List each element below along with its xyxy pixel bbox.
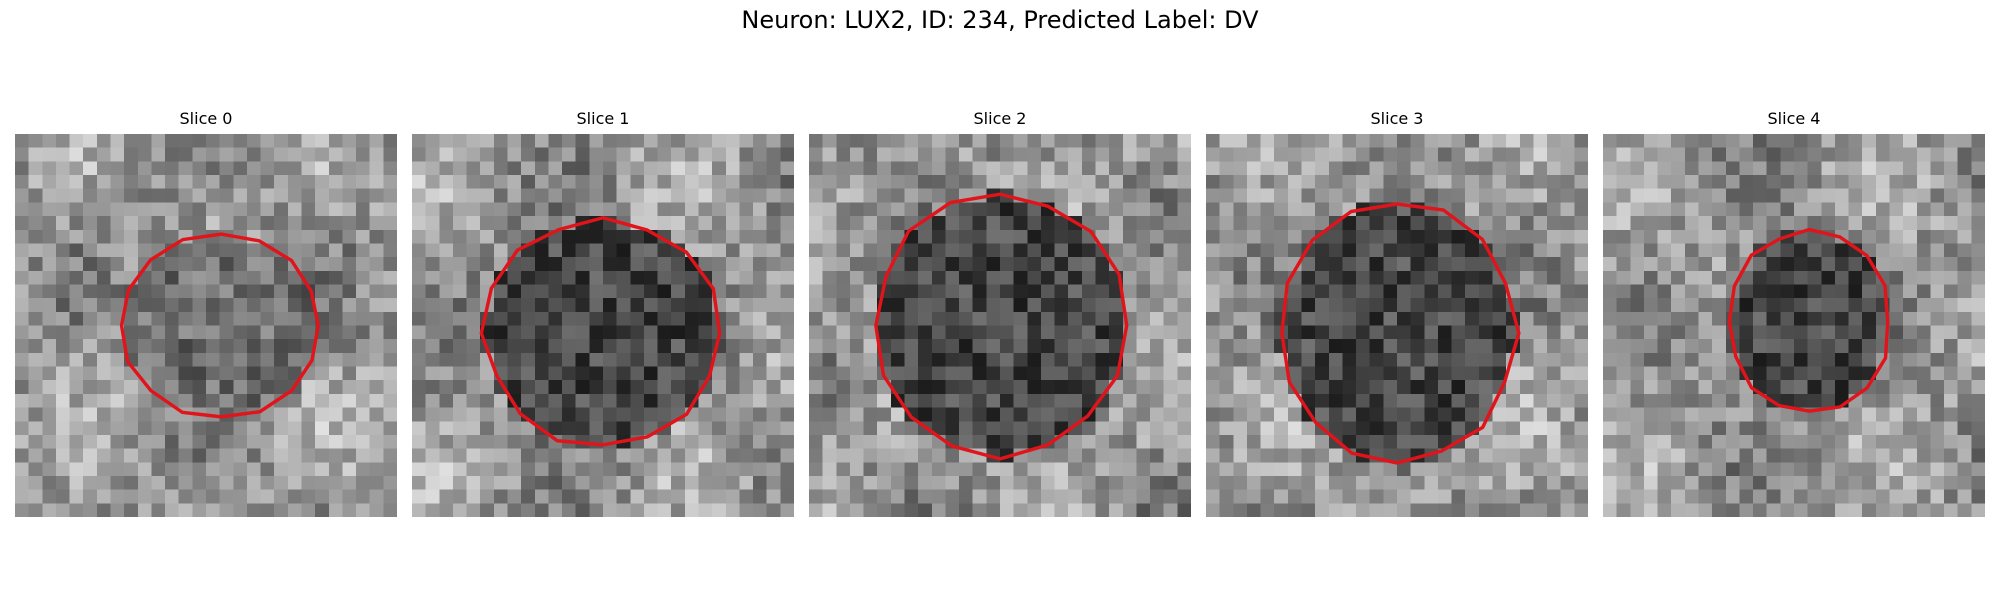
slice-title: Slice 3 — [1370, 109, 1424, 128]
figure-title: Neuron: LUX2, ID: 234, Predicted Label: … — [741, 6, 1259, 34]
roi-contour — [1280, 202, 1521, 465]
slice-image — [15, 134, 397, 517]
roi-contour — [1727, 227, 1890, 413]
slice-title: Slice 0 — [179, 109, 233, 128]
roi-contour — [874, 192, 1129, 461]
slice-panel-4: Slice 4 — [1603, 108, 1985, 517]
slice-image — [1206, 134, 1588, 517]
slice-title: Slice 2 — [973, 109, 1027, 128]
roi-contour — [479, 215, 722, 447]
slice-image — [809, 134, 1191, 517]
slice-title: Slice 4 — [1767, 109, 1821, 128]
slice-title: Slice 1 — [576, 109, 630, 128]
slice-panel-3: Slice 3 — [1206, 108, 1588, 517]
slice-image — [1603, 134, 1985, 517]
slice-panel-0: Slice 0 — [15, 108, 397, 517]
roi-contour — [119, 232, 321, 419]
slice-panel-2: Slice 2 — [809, 108, 1191, 517]
slice-image — [412, 134, 794, 517]
slice-panel-1: Slice 1 — [412, 108, 794, 517]
